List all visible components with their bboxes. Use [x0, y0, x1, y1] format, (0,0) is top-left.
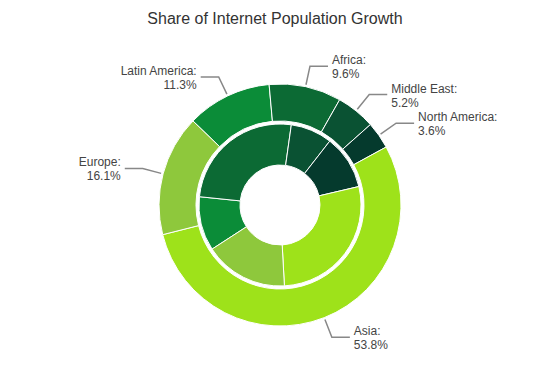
category-label: Latin America: — [121, 64, 197, 78]
leader-line — [381, 123, 415, 134]
slice — [282, 187, 361, 286]
category-label: North America: — [418, 110, 497, 124]
category-label: Middle East: — [391, 82, 457, 96]
category-label: Africa: — [332, 53, 366, 67]
value-label: 16.1% — [87, 169, 121, 183]
category-label: Asia: — [354, 324, 381, 338]
labels: Latin America:11.3% Africa:9.6% Middle Eas… — [79, 53, 498, 352]
title: Share of Internet Population Growth — [147, 10, 402, 27]
leader-line — [357, 95, 387, 110]
leader-line — [325, 320, 350, 338]
leader-line — [306, 66, 328, 85]
value-label: 53.8% — [354, 338, 388, 352]
leader-line — [201, 77, 227, 94]
chart: Share of Internet Population Growth Latin… — [0, 0, 551, 388]
value-label: 9.6% — [332, 67, 360, 81]
slice — [212, 227, 284, 286]
category-label: Europe: — [79, 155, 121, 169]
value-label: 5.2% — [391, 96, 419, 110]
slices — [159, 84, 401, 326]
value-label: 3.6% — [418, 124, 446, 138]
slice — [305, 141, 359, 196]
slice — [199, 124, 291, 201]
value-label: 11.3% — [164, 78, 197, 92]
leader-line — [125, 168, 161, 173]
